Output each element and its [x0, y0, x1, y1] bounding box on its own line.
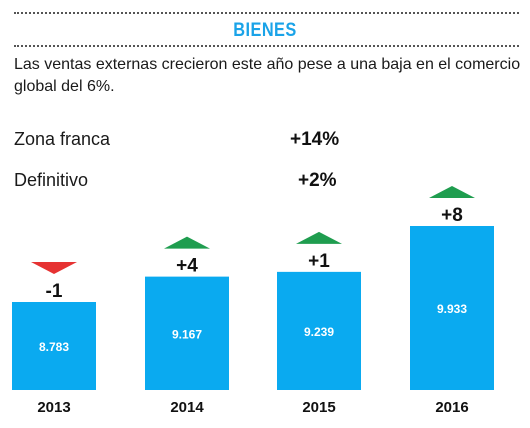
category-label: 2015	[302, 399, 335, 416]
change-label: -1	[46, 281, 63, 302]
change-label: +8	[441, 205, 463, 226]
down-arrow-icon	[31, 262, 77, 274]
bar-value-label: 9.933	[437, 302, 467, 316]
bar-value-label: 8.783	[39, 340, 69, 354]
chart-subtitle: Las ventas externas crecieron este año p…	[14, 56, 521, 95]
legend-label-zona-franca: Zona franca	[14, 129, 111, 149]
up-arrow-icon	[296, 231, 342, 244]
category-label: 2013	[37, 399, 70, 416]
top-dotted-divider	[14, 12, 519, 14]
category-label: 2014	[170, 399, 204, 416]
legend-value-definitivo: +2%	[298, 170, 337, 191]
chart-title: BIENES	[233, 20, 297, 41]
title-dotted-divider	[14, 45, 519, 47]
bar-value-label: 9.239	[304, 325, 334, 339]
bar-2013	[12, 302, 96, 390]
legend-value-zona-franca: +14%	[290, 129, 340, 150]
change-label: +4	[176, 256, 198, 277]
change-label: +1	[308, 251, 330, 272]
up-arrow-icon	[164, 236, 210, 249]
bar-2015	[277, 271, 361, 390]
legend-label-definitivo: Definitivo	[14, 170, 89, 190]
bar-2016	[410, 226, 494, 390]
bar-value-label: 9.167	[172, 327, 202, 341]
category-label: 2016	[435, 399, 468, 416]
up-arrow-icon	[429, 186, 475, 198]
bar-2014	[145, 276, 229, 390]
